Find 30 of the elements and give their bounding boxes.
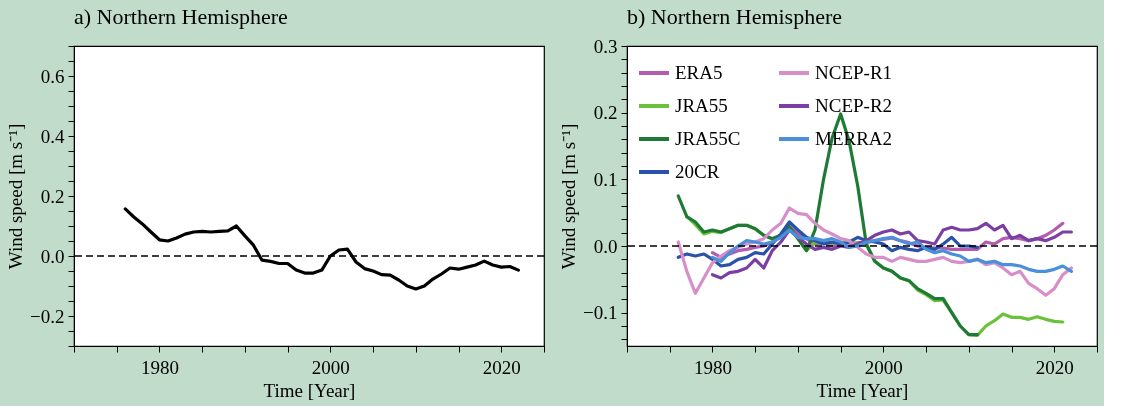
y-axis-title: Wind speed [m s⁻¹] xyxy=(558,123,580,270)
legend-label: NCEP-R2 xyxy=(815,95,893,116)
legend-label: 20CR xyxy=(675,161,720,182)
x-tick-label: 2000 xyxy=(864,356,903,378)
line-series xyxy=(710,228,1073,273)
x-tick-label: 2020 xyxy=(482,356,521,378)
x-tick-label: 1980 xyxy=(140,356,179,378)
y-tick-label: 0.0 xyxy=(593,235,618,257)
y-tick-label: 0.2 xyxy=(593,102,618,124)
x-tick-label: 2000 xyxy=(311,356,350,378)
y-tick-label: 0.4 xyxy=(40,125,65,147)
y-tick-label: 0.1 xyxy=(593,168,618,190)
x-tick-label: 1980 xyxy=(693,356,732,378)
legend-label: ERA5 xyxy=(675,62,723,83)
y-tick-label: −0.1 xyxy=(583,302,618,324)
legend-label: JRA55C xyxy=(675,128,741,149)
chart-title: a) Northern Hemisphere xyxy=(74,4,288,29)
y-tick-label: 0.6 xyxy=(40,65,65,87)
y-tick-label: −0.2 xyxy=(30,305,65,327)
x-axis-title: Time [Year] xyxy=(816,379,909,401)
y-tick-label: 0.2 xyxy=(40,185,65,207)
x-tick-label: 2020 xyxy=(1035,356,1074,378)
legend-label: JRA55 xyxy=(675,95,728,116)
chart-title: b) Northern Hemisphere xyxy=(627,4,843,29)
legend-label: NCEP-R1 xyxy=(815,62,893,83)
x-axis-title: Time [Year] xyxy=(263,379,356,401)
y-axis-title: Wind speed [m s⁻¹] xyxy=(5,123,27,270)
y-tick-label: 0.0 xyxy=(40,245,65,267)
line-series xyxy=(676,112,979,337)
y-tick-label: 0.3 xyxy=(593,35,618,57)
